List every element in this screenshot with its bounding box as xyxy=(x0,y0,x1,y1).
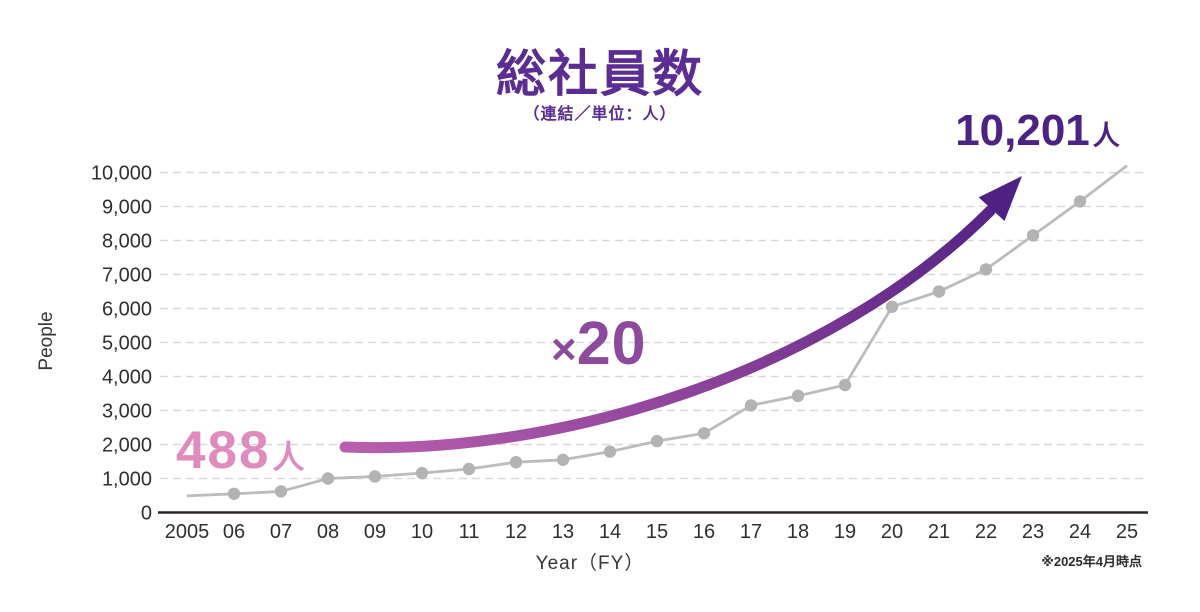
data-point xyxy=(932,285,946,298)
data-point xyxy=(744,399,758,412)
chart-subtitle: （連結／単位：人） xyxy=(523,106,677,123)
data-point xyxy=(509,455,523,469)
x-tick-label: 20 xyxy=(881,521,903,543)
data-point-markers xyxy=(227,195,1087,500)
y-tick-label: 0 xyxy=(141,503,152,525)
end-unit: 人 xyxy=(1092,121,1120,151)
x-tick-label: 13 xyxy=(552,521,574,543)
data-point xyxy=(321,472,335,485)
data-point xyxy=(274,485,288,498)
y-axis-tick-labels: 0 1,000 2,000 3,000 4,000 5,000 6,000 7,000 8,00… xyxy=(91,163,152,525)
gridlines xyxy=(160,171,1146,480)
y-tick-label: 2,000 xyxy=(102,435,152,457)
x-axis-title: Year（FY） xyxy=(535,553,645,574)
multiplier-annotation: ×20 xyxy=(551,308,647,378)
y-tick-label: 10,000 xyxy=(91,163,152,185)
x-tick-label: 12 xyxy=(505,521,527,543)
data-point xyxy=(1026,229,1040,242)
x-tick-label: 08 xyxy=(317,521,339,543)
x-tick-label: 2005 xyxy=(165,521,210,543)
x-tick-label: 19 xyxy=(834,521,856,543)
x-tick-label: 07 xyxy=(270,521,292,543)
x-tick-label: 25 xyxy=(1116,521,1138,543)
y-tick-label: 1,000 xyxy=(102,469,152,491)
growth-arrow xyxy=(339,205,996,454)
data-point xyxy=(368,470,382,483)
end-value-annotation: 10,201 人 xyxy=(925,106,1150,156)
y-tick-label: 9,000 xyxy=(102,197,152,219)
data-point xyxy=(462,462,476,476)
data-point xyxy=(838,378,852,392)
x-tick-label: 15 xyxy=(646,521,668,543)
x-tick-label: 10 xyxy=(411,521,433,543)
x-tick-label: 21 xyxy=(928,521,950,543)
data-point xyxy=(415,466,429,480)
page-title: 総社員数 xyxy=(496,46,704,102)
data-point xyxy=(650,434,664,448)
y-tick-label: 5,000 xyxy=(102,333,152,355)
data-point xyxy=(227,487,241,500)
y-tick-label: 6,000 xyxy=(102,299,152,321)
x-tick-label: 16 xyxy=(693,521,715,543)
x-tick-label: 24 xyxy=(1069,521,1091,543)
data-point xyxy=(603,445,617,458)
start-value: 488 xyxy=(176,421,271,480)
footnote: ※2025年4月時点 xyxy=(1041,554,1142,569)
x-axis-tick-labels: 2005 06 07 08 09 10 11 12 13 14 15 16 17 18 19 20 21 22 23… xyxy=(165,521,1138,543)
data-point xyxy=(791,389,805,403)
multiplier-value: 20 xyxy=(576,309,647,377)
y-axis-title: People xyxy=(36,311,57,371)
x-tick-label: 06 xyxy=(223,521,245,543)
x-tick-label: 17 xyxy=(740,521,762,543)
x-tick-label: 22 xyxy=(975,521,997,543)
data-point xyxy=(556,453,570,466)
data-point xyxy=(697,427,711,440)
x-tick-label: 09 xyxy=(364,521,386,543)
start-value-annotation: 488人 xyxy=(176,420,304,481)
data-point xyxy=(1073,195,1087,208)
y-tick-label: 4,000 xyxy=(102,367,152,389)
growth-arrow-head-icon xyxy=(978,176,1022,221)
x-tick-label: 23 xyxy=(1022,521,1044,543)
y-tick-label: 3,000 xyxy=(102,401,152,423)
start-unit: 人 xyxy=(272,439,305,475)
x-tick-label: 14 xyxy=(599,521,621,543)
y-tick-label: 7,000 xyxy=(102,265,152,287)
data-point xyxy=(885,300,899,313)
x-tick-label: 18 xyxy=(787,521,809,543)
x-tick-label: 11 xyxy=(459,521,480,543)
end-value: 10,201 xyxy=(955,106,1090,155)
y-tick-label: 8,000 xyxy=(102,231,152,253)
data-point xyxy=(979,263,993,276)
multiplier-sign: × xyxy=(551,325,577,374)
